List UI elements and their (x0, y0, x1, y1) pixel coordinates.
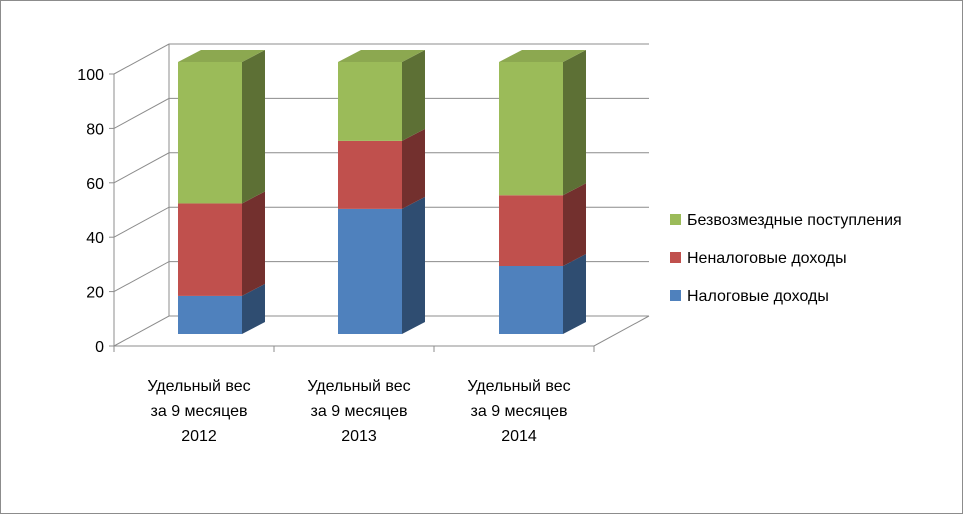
legend-entry: Неналоговые доходы (670, 250, 847, 267)
bar-2-series-2 (338, 128, 425, 209)
bar-3-series-2 (499, 183, 586, 266)
bar-side-face (242, 191, 265, 296)
bar-front-face (338, 208, 402, 334)
axes (109, 44, 650, 352)
legend-label: Налоговые доходы (687, 288, 829, 305)
y-tick-label: 60 (86, 176, 104, 193)
bar-side-face (563, 254, 586, 334)
x-category-label: Удельный вес за 9 месяцев 2014 (467, 378, 570, 445)
bar-front-face (499, 266, 563, 334)
bar-front-face (338, 140, 402, 209)
legend-entry: Налоговые доходы (670, 288, 829, 305)
bar-front-face (178, 295, 242, 334)
bar-front-face (499, 62, 563, 196)
y-tick-label: 20 (86, 285, 104, 302)
x-category-label: Удельный вес за 9 месяцев 2012 (147, 378, 250, 445)
bar-front-face (178, 203, 242, 296)
bar-2-series-1 (338, 196, 425, 334)
bar-side-face (402, 50, 425, 141)
bar-3-series-1 (499, 254, 586, 334)
bar-side-face (242, 283, 265, 334)
legend-label: Неналоговые доходы (687, 250, 847, 267)
legend-entry: Безвозмездные поступления (670, 212, 902, 229)
bar-top-face (499, 50, 586, 62)
bar-front-face (338, 62, 402, 141)
bars (178, 50, 586, 334)
bar-side-face (402, 196, 425, 334)
bar-front-face (499, 195, 563, 266)
legend-swatch (670, 214, 681, 225)
legend-swatch (670, 290, 681, 301)
y-tick-label: 100 (77, 67, 104, 84)
bar-front-face (178, 62, 242, 204)
y-tick-label: 40 (86, 230, 104, 247)
bar-side-face (563, 50, 586, 196)
y-tick-label: 80 (86, 121, 104, 138)
bar-3-series-3 (499, 50, 586, 196)
bar-2-series-3 (338, 50, 425, 141)
y-tick-label: 0 (95, 339, 104, 356)
bar-1-series-3 (178, 50, 265, 204)
bar-1-series-1 (178, 283, 265, 334)
bar-top-face (338, 50, 425, 62)
legend: Безвозмездные поступления Неналоговые дох… (670, 212, 902, 305)
bar-1-series-2 (178, 191, 265, 296)
legend-swatch (670, 252, 681, 263)
bar-side-face (563, 183, 586, 266)
x-category-labels: Удельный вес за 9 месяцев 2012 Удельный вес… (147, 378, 570, 445)
y-tick-labels: 0 20 40 60 80 100 (77, 67, 104, 356)
legend-label: Безвозмездные поступления (687, 212, 902, 229)
bar-top-face (178, 50, 265, 62)
bar-side-face (242, 50, 265, 204)
x-category-label: Удельный вес за 9 месяцев 2013 (307, 378, 410, 445)
bar-side-face (402, 128, 425, 209)
